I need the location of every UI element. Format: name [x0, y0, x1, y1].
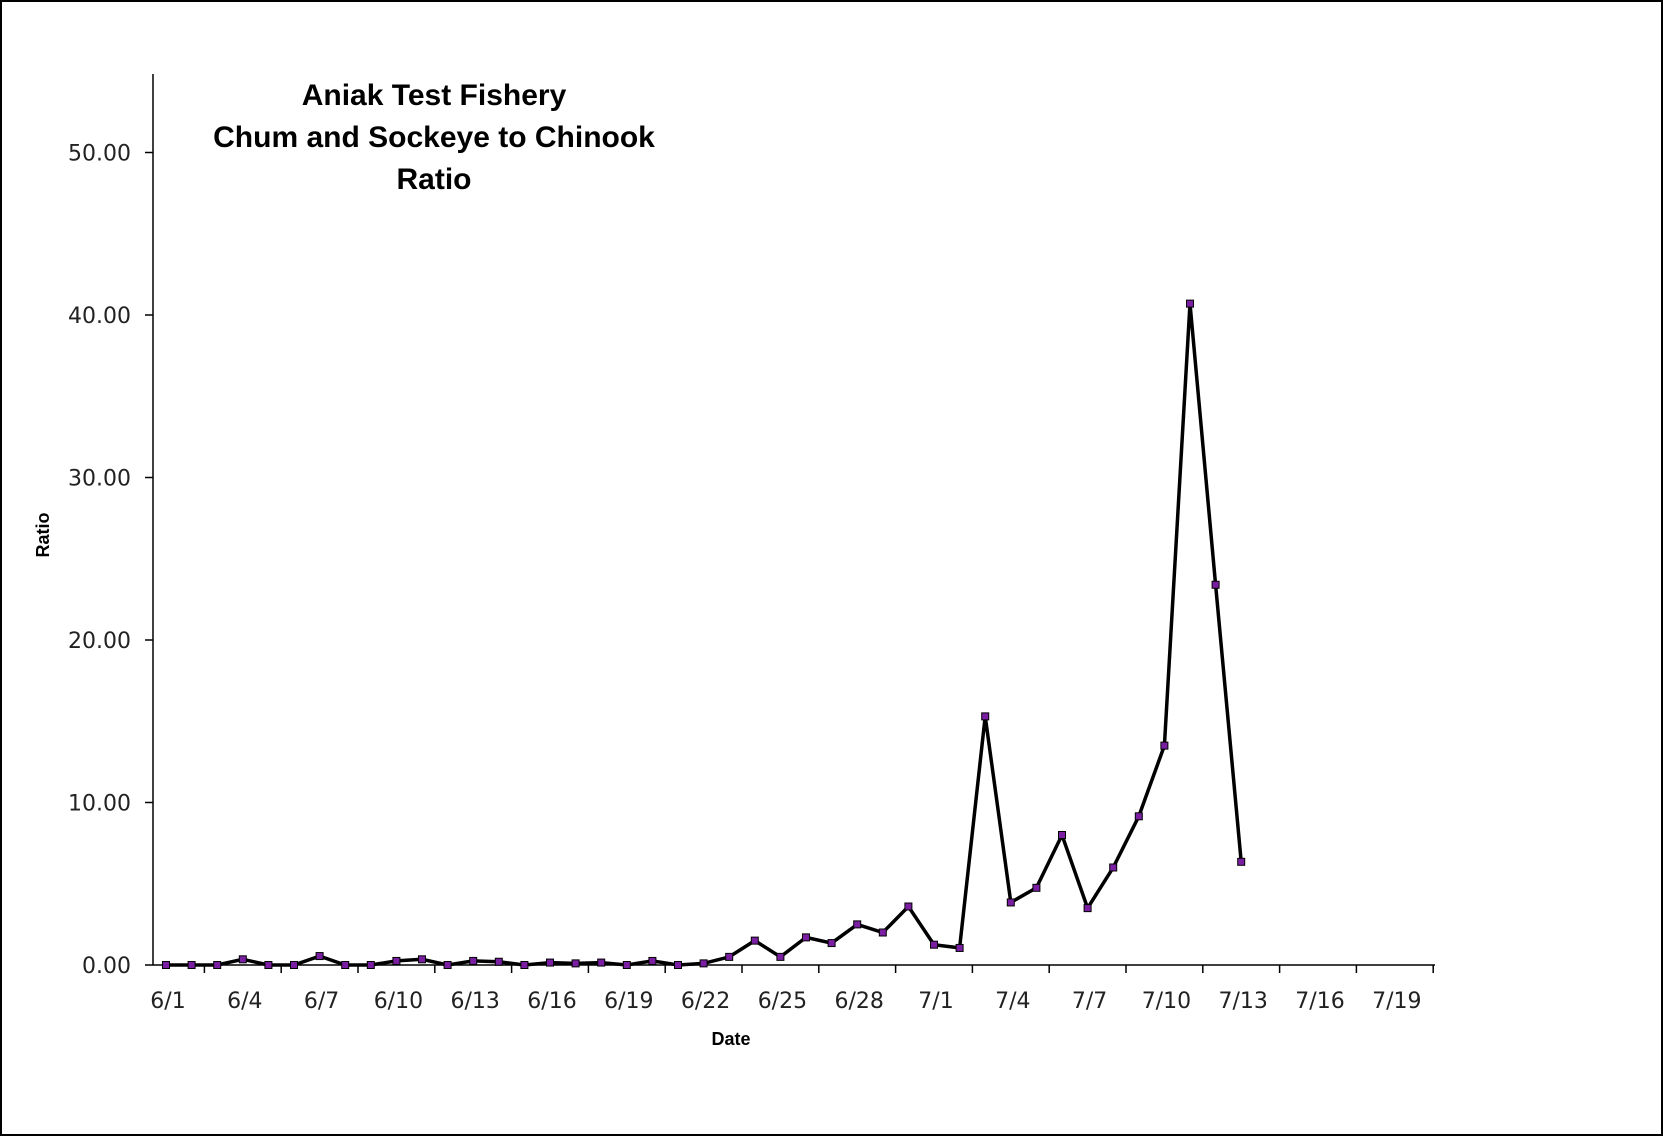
x-tick-label: 7/10: [1142, 989, 1191, 1014]
data-point: [622, 961, 631, 969]
x-tick-label: 6/28: [834, 989, 883, 1014]
x-axis-ticks: 6/1 6/4 6/7 6/10 6/13 6/16 6/19 6/22 6/25 6/28 7/1…: [150, 965, 1434, 1014]
data-point: [1109, 863, 1118, 872]
data-point: [1186, 299, 1194, 308]
data-point: [648, 956, 657, 965]
data-point: [238, 955, 247, 964]
data-point: [571, 959, 580, 968]
x-tick-label: 6/4: [227, 989, 262, 1014]
x-tick-label: 7/4: [995, 989, 1030, 1014]
x-tick-label: 6/7: [304, 989, 339, 1014]
data-point: [802, 933, 810, 942]
y-tick-label: 40.00: [68, 304, 131, 329]
x-tick-label: 6/13: [450, 989, 499, 1014]
series-line: [166, 303, 1243, 967]
data-point: [699, 959, 708, 968]
data-point: [162, 961, 170, 969]
x-tick-label: 6/1: [150, 989, 185, 1014]
data-point: [366, 961, 375, 969]
y-axis-title: Ratio: [33, 512, 53, 557]
data-point: [597, 958, 606, 967]
x-tick-label: 7/13: [1218, 989, 1267, 1014]
data-point: [1032, 883, 1041, 892]
x-tick-label: 6/25: [758, 989, 807, 1014]
data-point: [981, 712, 990, 721]
x-tick-label: 7/19: [1372, 989, 1421, 1014]
data-point: [1211, 580, 1220, 589]
x-tick-label: 7/7: [1072, 989, 1107, 1014]
data-point: [1058, 831, 1066, 839]
chart-title-line-3: Ratio: [397, 163, 472, 196]
data-point: [853, 920, 862, 929]
data-point: [213, 961, 222, 969]
data-point: [930, 940, 938, 949]
data-point: [187, 961, 196, 969]
data-point: [1083, 904, 1092, 913]
data-point: [546, 958, 554, 967]
data-point: [315, 952, 324, 961]
data-point: [750, 936, 759, 945]
data-point: [520, 961, 529, 969]
y-tick-label: 30.00: [68, 467, 131, 492]
data-point: [827, 939, 836, 948]
data-point: [1134, 812, 1143, 821]
chart-title: Aniak Test Fishery Chum and Sockeye to C…: [213, 79, 655, 196]
x-tick-label: 7/1: [918, 989, 953, 1014]
y-axis-ticks: 0.00 10.00 20.00 30.00 40.00 50.00: [68, 142, 153, 979]
y-tick-label: 50.00: [68, 142, 131, 167]
y-tick-label: 20.00: [68, 629, 131, 654]
data-point: [392, 956, 401, 965]
series-markers: [162, 299, 1246, 969]
data-point: [776, 952, 785, 961]
data-point: [341, 961, 350, 969]
data-point: [418, 955, 426, 964]
data-point: [674, 961, 682, 969]
data-point: [264, 961, 273, 969]
x-tick-label: 6/10: [374, 989, 423, 1014]
y-tick-label: 10.00: [68, 792, 131, 817]
data-point: [955, 943, 964, 952]
data-point: [469, 956, 478, 965]
data-point: [878, 928, 887, 937]
data-point: [290, 961, 298, 969]
data-point: [1237, 857, 1246, 866]
data-point: [1160, 741, 1169, 750]
x-axis-title: Date: [711, 1029, 750, 1049]
data-point: [494, 957, 503, 966]
data-point: [904, 902, 913, 911]
x-tick-label: 7/16: [1295, 989, 1344, 1014]
chart-title-line-1: Aniak Test Fishery: [302, 79, 567, 112]
chart-title-line-2: Chum and Sockeye to Chinook: [213, 121, 655, 154]
data-point: [725, 952, 734, 961]
data-point: [1006, 898, 1015, 907]
x-tick-label: 6/22: [681, 989, 730, 1014]
data-point: [443, 961, 452, 969]
x-tick-label: 6/16: [527, 989, 576, 1014]
y-tick-label: 0.00: [82, 954, 131, 979]
x-tick-label: 6/19: [604, 989, 653, 1014]
